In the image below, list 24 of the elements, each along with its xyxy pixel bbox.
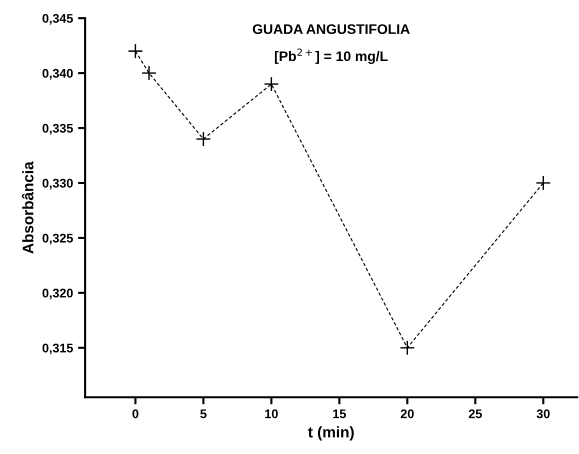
point	[536, 175, 551, 191]
point	[141, 65, 157, 81]
text: [Pb$^{2+}$] = 10 mg/L	[274, 48, 388, 64]
y-tick-label: 0,325	[42, 234, 73, 244]
x-tick-label: 0	[132, 409, 138, 418]
x-tick-label: 25	[468, 409, 482, 418]
point	[264, 76, 280, 92]
x-tick-label: 10	[265, 409, 278, 418]
x-tick-label: 15	[333, 410, 346, 418]
y-tick-label: 0,330	[42, 178, 73, 190]
x-tick-label: 5	[200, 410, 207, 418]
x-axis-title: t (min)	[308, 426, 354, 441]
y-tick-label: 0,335	[42, 124, 73, 135]
y-tick-label: 0,320	[42, 288, 73, 300]
y-tick-label: 0,340	[42, 68, 73, 80]
y-axis-title: Absorbância	[22, 161, 34, 254]
y-tick-label: 0,345	[42, 14, 73, 25]
point	[128, 43, 144, 59]
point	[400, 340, 415, 356]
x-tick-label: 20	[400, 409, 414, 418]
x-tick-label: 30	[536, 409, 550, 418]
y-tick-label: 0,315	[42, 344, 73, 354]
point	[196, 131, 212, 147]
chart-title: GUADA ANGUSTIFOLIA	[252, 24, 410, 34]
